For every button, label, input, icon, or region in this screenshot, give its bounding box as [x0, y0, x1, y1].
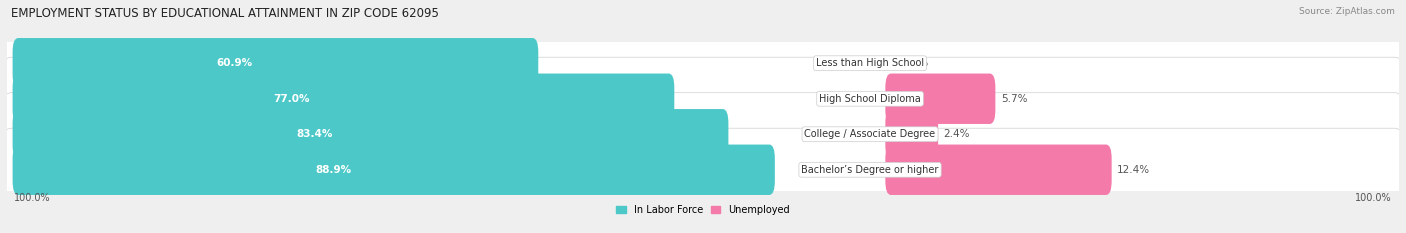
- FancyBboxPatch shape: [0, 57, 1406, 140]
- Text: High School Diploma: High School Diploma: [820, 94, 921, 104]
- FancyBboxPatch shape: [13, 144, 775, 195]
- Text: 100.0%: 100.0%: [14, 193, 51, 203]
- Text: Source: ZipAtlas.com: Source: ZipAtlas.com: [1299, 7, 1395, 16]
- FancyBboxPatch shape: [13, 109, 728, 159]
- Text: Bachelor’s Degree or higher: Bachelor’s Degree or higher: [801, 165, 939, 175]
- Text: 2.4%: 2.4%: [943, 129, 970, 139]
- FancyBboxPatch shape: [13, 74, 675, 124]
- Text: Less than High School: Less than High School: [815, 58, 924, 68]
- FancyBboxPatch shape: [886, 109, 938, 159]
- FancyBboxPatch shape: [0, 128, 1406, 211]
- Text: College / Associate Degree: College / Associate Degree: [804, 129, 935, 139]
- Text: EMPLOYMENT STATUS BY EDUCATIONAL ATTAINMENT IN ZIP CODE 62095: EMPLOYMENT STATUS BY EDUCATIONAL ATTAINM…: [11, 7, 439, 20]
- Legend: In Labor Force, Unemployed: In Labor Force, Unemployed: [612, 201, 794, 219]
- FancyBboxPatch shape: [0, 22, 1406, 105]
- Text: 5.7%: 5.7%: [1001, 94, 1028, 104]
- Text: 88.9%: 88.9%: [315, 165, 352, 175]
- FancyBboxPatch shape: [0, 93, 1406, 176]
- Text: 77.0%: 77.0%: [273, 94, 309, 104]
- Text: 0.0%: 0.0%: [903, 58, 928, 68]
- FancyBboxPatch shape: [886, 144, 1112, 195]
- Text: 83.4%: 83.4%: [295, 129, 332, 139]
- FancyBboxPatch shape: [886, 74, 995, 124]
- FancyBboxPatch shape: [13, 38, 538, 89]
- Text: 12.4%: 12.4%: [1118, 165, 1150, 175]
- Text: 100.0%: 100.0%: [1355, 193, 1392, 203]
- Text: 60.9%: 60.9%: [217, 58, 252, 68]
